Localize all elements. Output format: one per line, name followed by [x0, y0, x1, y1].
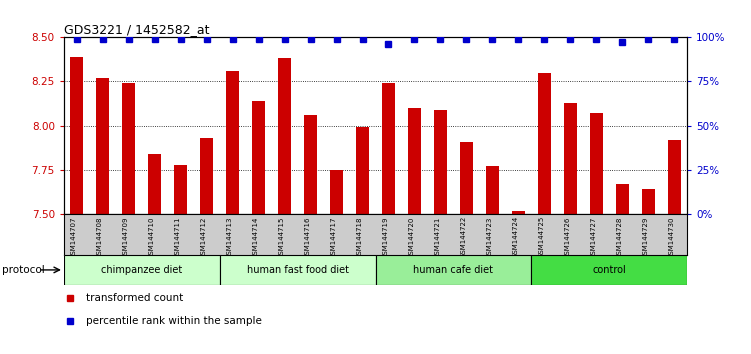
Bar — [434, 110, 447, 214]
Bar — [356, 127, 369, 214]
Text: GSM144713: GSM144713 — [227, 216, 233, 259]
Bar — [512, 211, 525, 214]
Bar — [330, 170, 343, 214]
Bar — [532, 255, 687, 285]
Text: control: control — [593, 265, 626, 275]
Bar — [376, 255, 532, 285]
Text: GSM144730: GSM144730 — [668, 216, 674, 259]
Text: GSM144722: GSM144722 — [460, 216, 466, 258]
Text: GSM144715: GSM144715 — [279, 216, 285, 258]
Text: GDS3221 / 1452582_at: GDS3221 / 1452582_at — [64, 23, 210, 36]
Bar — [96, 78, 110, 214]
Text: protocol: protocol — [2, 265, 45, 275]
Text: human fast food diet: human fast food diet — [246, 265, 348, 275]
Text: human cafe diet: human cafe diet — [413, 265, 493, 275]
Bar — [278, 58, 291, 214]
Bar — [382, 83, 395, 214]
Bar — [408, 108, 421, 214]
Text: GSM144712: GSM144712 — [201, 216, 207, 258]
Bar — [538, 73, 550, 214]
Bar — [220, 255, 376, 285]
Bar — [616, 184, 629, 214]
Bar — [460, 142, 473, 214]
Text: GSM144721: GSM144721 — [434, 216, 440, 258]
Bar — [201, 138, 213, 214]
Text: GSM144717: GSM144717 — [330, 216, 336, 259]
Text: GSM144718: GSM144718 — [357, 216, 363, 259]
Text: GSM144710: GSM144710 — [149, 216, 155, 259]
Text: GSM144726: GSM144726 — [564, 216, 570, 258]
Bar — [122, 83, 135, 214]
Text: GSM144714: GSM144714 — [252, 216, 258, 258]
Text: GSM144720: GSM144720 — [409, 216, 415, 258]
Bar — [71, 57, 83, 214]
Text: GSM144723: GSM144723 — [487, 216, 493, 258]
Text: GSM144727: GSM144727 — [590, 216, 596, 258]
Text: GSM144724: GSM144724 — [512, 216, 518, 258]
Text: GSM144719: GSM144719 — [382, 216, 388, 259]
Text: transformed count: transformed count — [86, 293, 183, 303]
Text: GSM144709: GSM144709 — [122, 216, 128, 259]
Text: GSM144728: GSM144728 — [617, 216, 623, 258]
Bar — [64, 255, 220, 285]
Bar — [252, 101, 265, 214]
Text: percentile rank within the sample: percentile rank within the sample — [86, 316, 261, 326]
Bar — [590, 113, 603, 214]
Bar — [564, 103, 577, 214]
Bar — [641, 189, 655, 214]
Text: GSM144725: GSM144725 — [538, 216, 544, 258]
Bar — [148, 154, 161, 214]
Bar — [486, 166, 499, 214]
Bar — [174, 165, 187, 214]
Bar — [304, 115, 317, 214]
Bar — [226, 71, 239, 214]
Bar — [668, 140, 680, 214]
Text: GSM144707: GSM144707 — [71, 216, 77, 259]
Text: GSM144711: GSM144711 — [175, 216, 181, 259]
Text: chimpanzee diet: chimpanzee diet — [101, 265, 182, 275]
Text: GSM144716: GSM144716 — [305, 216, 311, 259]
Text: GSM144729: GSM144729 — [642, 216, 648, 258]
Text: GSM144708: GSM144708 — [97, 216, 103, 259]
